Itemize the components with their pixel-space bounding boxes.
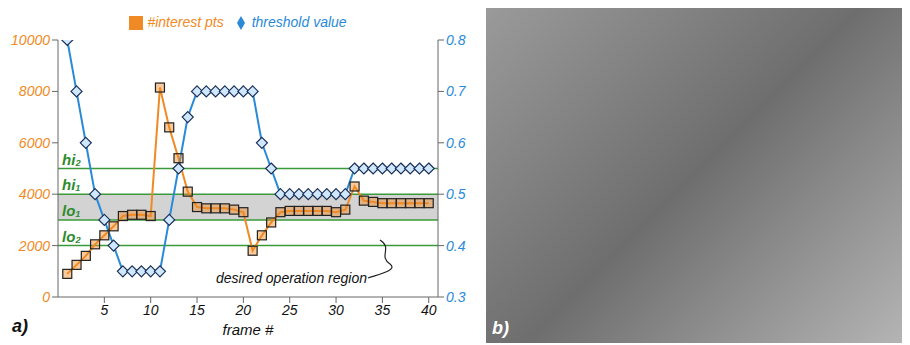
svg-text:0.5: 0.5 (446, 186, 466, 202)
svg-text:10: 10 (143, 302, 159, 318)
svg-text:0.6: 0.6 (446, 135, 466, 151)
svg-text:frame #: frame # (223, 321, 275, 338)
svg-text:20: 20 (235, 302, 252, 318)
svg-text:30: 30 (328, 302, 344, 318)
svg-text:5: 5 (100, 302, 108, 318)
svg-text:40: 40 (421, 302, 437, 318)
svg-text:lo₁: lo₁ (62, 202, 81, 219)
html-text:threshold value: threshold value (251, 14, 347, 30)
svg-text:hi₂: hi₂ (62, 151, 81, 168)
svg-text:2000: 2000 (18, 238, 50, 254)
svg-text:0.3: 0.3 (446, 289, 466, 305)
svg-text:4000: 4000 (19, 186, 50, 202)
svg-text:0.8: 0.8 (446, 32, 466, 48)
svg-text:0: 0 (42, 289, 50, 305)
svg-text:35: 35 (375, 302, 391, 318)
svg-text:lo₂: lo₂ (62, 228, 81, 245)
html-text:desired operation region: desired operation region (216, 270, 367, 286)
html-text:b): b) (492, 318, 509, 338)
svg-text:hi₁: hi₁ (62, 176, 81, 193)
svg-text:15: 15 (189, 302, 205, 318)
svg-text:0.4: 0.4 (446, 238, 466, 254)
html-text:a): a) (12, 316, 28, 336)
svg-text:10000: 10000 (11, 32, 50, 48)
svg-text:6000: 6000 (19, 135, 50, 151)
svg-text:25: 25 (281, 302, 298, 318)
svg-text:0.7: 0.7 (446, 83, 467, 99)
html-text:#interest pts: #interest pts (147, 14, 224, 30)
svg-text:8000: 8000 (19, 83, 50, 99)
